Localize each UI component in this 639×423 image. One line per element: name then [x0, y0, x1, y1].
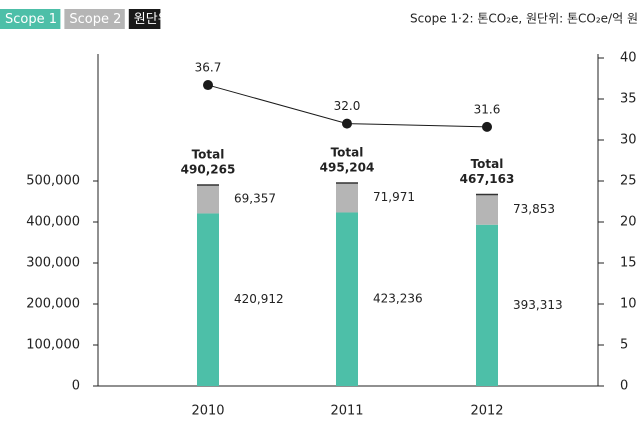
y2-tick-label: 20	[620, 215, 637, 230]
bar-segment	[336, 182, 358, 213]
intensity-point	[342, 118, 352, 129]
legend-swatch	[128, 9, 161, 29]
total-value: 495,204	[320, 160, 375, 174]
y-tick-label: 400,000	[26, 215, 80, 230]
x-tick-label: 2011	[330, 404, 363, 419]
legend-swatch	[0, 9, 61, 29]
segment-label: 73,853	[513, 202, 555, 216]
segment-label: 69,357	[234, 192, 276, 206]
y-tick-label: 100,000	[26, 338, 80, 353]
y2-tick-label: 15	[620, 256, 637, 271]
y-tick-label: 0	[72, 379, 80, 394]
bar-segment	[197, 184, 219, 214]
x-tick-label: 2010	[191, 404, 224, 419]
y-tick-label: 300,000	[26, 256, 80, 271]
units-note: Scope 1·2: 톤CO₂e, 원단위: 톤CO₂e/억 원	[410, 12, 638, 26]
y2-tick-label: 25	[620, 174, 637, 189]
y2-tick-label: 10	[620, 297, 637, 312]
bar-segment	[476, 194, 498, 225]
segment-label: 71,971	[373, 190, 415, 204]
legend-label: Scope 1	[5, 12, 57, 27]
y2-tick-label: 35	[620, 92, 637, 107]
legend-swatch	[64, 9, 125, 29]
y2-tick-label: 0	[620, 379, 628, 394]
segment-label: 423,236	[373, 292, 423, 306]
intensity-point	[203, 80, 213, 91]
total-value: 467,163	[460, 172, 515, 186]
y2-tick-label: 30	[620, 133, 637, 148]
intensity-point	[482, 121, 492, 132]
intensity-label: 36.7	[195, 61, 222, 75]
intensity-label: 31.6	[474, 102, 501, 116]
x-tick-label: 2012	[470, 404, 503, 419]
y2-tick-label: 5	[620, 338, 628, 353]
bar-segment	[336, 212, 358, 386]
legend-label: 원단위	[134, 12, 170, 27]
y2-tick-label: 40	[620, 51, 637, 66]
y-tick-label: 500,000	[26, 174, 80, 189]
intensity-label: 32.0	[334, 99, 361, 113]
total-caption: Total	[471, 157, 504, 171]
total-caption: Total	[331, 145, 364, 159]
segment-label: 393,313	[513, 298, 563, 312]
total-caption: Total	[192, 147, 225, 161]
segment-label: 420,912	[234, 292, 284, 306]
y-tick-label: 200,000	[26, 297, 80, 312]
bar-segment	[197, 213, 219, 386]
total-value: 490,265	[181, 162, 236, 176]
bar-segment	[476, 224, 498, 386]
legend-label: Scope 2	[69, 12, 121, 27]
